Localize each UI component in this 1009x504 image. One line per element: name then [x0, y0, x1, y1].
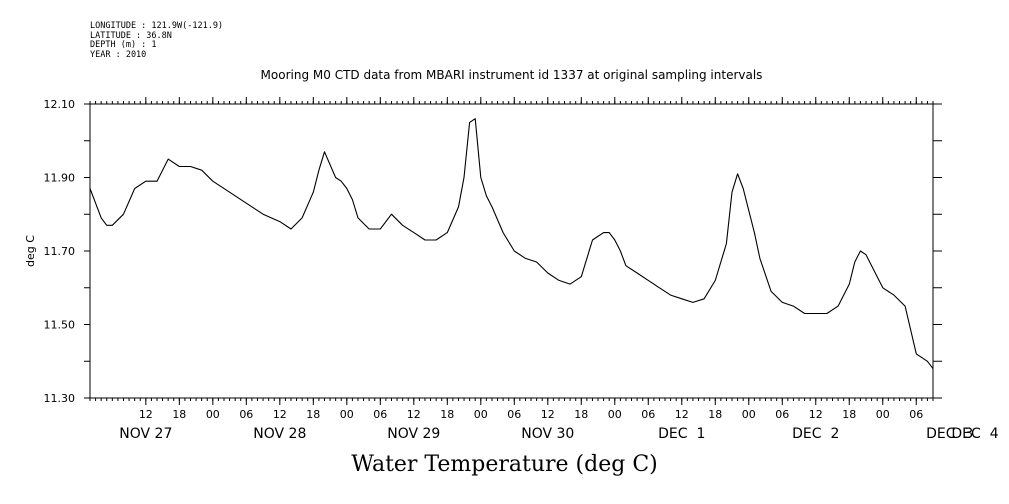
x-hour-tick-label: 18 — [708, 408, 722, 421]
x-hour-tick-label: 06 — [775, 408, 789, 421]
x-hour-tick-label: 18 — [440, 408, 454, 421]
depth-label: DEPTH (m) : 1 — [90, 40, 157, 51]
x-day-label: NOV 27 — [119, 426, 172, 442]
x-hour-tick-label: 12 — [273, 408, 287, 421]
x-hour-tick-label: 00 — [474, 408, 488, 421]
y-tick-label: 11.50 — [44, 319, 76, 332]
x-hour-tick-label: 00 — [340, 408, 354, 421]
x-hour-tick-label: 06 — [239, 408, 253, 421]
x-hour-tick-label: 00 — [206, 408, 220, 421]
x-hour-tick-label: 18 — [306, 408, 320, 421]
year-label: YEAR : 2010 — [90, 49, 147, 60]
x-axis-title: Water Temperature (deg C) — [351, 452, 658, 477]
x-day-label: DEC 4 — [951, 426, 998, 442]
x-hour-tick-label: 12 — [541, 408, 555, 421]
x-day-label: NOV 28 — [253, 426, 306, 442]
x-hour-tick-label: 06 — [507, 408, 521, 421]
temperature-series-line — [89, 118, 934, 369]
x-hour-tick-label: 00 — [608, 408, 622, 421]
x-day-label: DEC 1 — [658, 426, 705, 442]
x-hour-tick-label: 06 — [373, 408, 387, 421]
x-hour-tick-label: 18 — [842, 408, 856, 421]
plot-frame — [89, 103, 934, 399]
x-day-label: NOV 30 — [521, 426, 574, 442]
y-tick-label: 11.30 — [44, 392, 76, 405]
x-day-label: DEC 3 — [926, 426, 973, 442]
y-tick-label: 12.10 — [44, 98, 76, 111]
x-hour-tick-label: 12 — [809, 408, 823, 421]
x-hour-tick-label: 18 — [574, 408, 588, 421]
x-day-label: DEC 2 — [792, 426, 839, 442]
x-hour-tick-label: 06 — [909, 408, 923, 421]
y-tick-label: 11.70 — [44, 245, 76, 258]
y-axis-label: deg C — [24, 235, 37, 267]
x-hour-tick-label: 12 — [407, 408, 421, 421]
x-hour-tick-label: 00 — [876, 408, 890, 421]
x-hour-tick-label: 12 — [675, 408, 689, 421]
metadata-block: LONGITUDE : 121.9W(-121.9) LATITUDE : 36… — [90, 21, 224, 60]
x-hour-tick-label: 00 — [742, 408, 756, 421]
latitude-label: LATITUDE : 36.8N — [90, 30, 172, 41]
chart-title: Mooring M0 CTD data from MBARI instrumen… — [260, 68, 763, 82]
x-day-label: NOV 29 — [387, 426, 440, 442]
x-hour-tick-label: 18 — [172, 408, 186, 421]
longitude-label: LONGITUDE : 121.9W(-121.9) — [90, 21, 224, 31]
x-hour-tick-label: 12 — [139, 408, 153, 421]
y-tick-label: 11.90 — [44, 172, 76, 185]
x-hour-tick-label: 06 — [641, 408, 655, 421]
